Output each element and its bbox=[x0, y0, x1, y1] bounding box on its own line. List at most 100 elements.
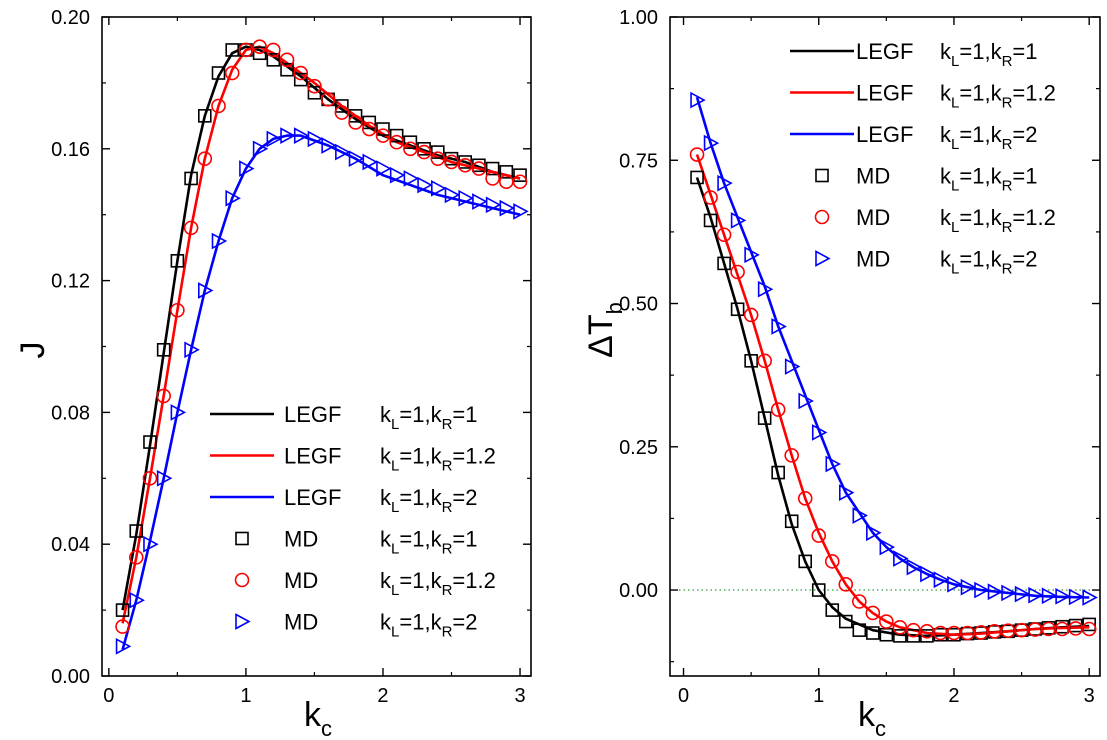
data-point-s5-2 bbox=[717, 174, 733, 192]
x-tick-label: 0 bbox=[678, 685, 689, 707]
data-point-s4-6 bbox=[197, 151, 213, 166]
data-point-s3-9 bbox=[811, 583, 826, 597]
y-tick-label: 0.25 bbox=[619, 437, 658, 459]
data-point-s5-8 bbox=[798, 392, 814, 410]
data-point-s5-7 bbox=[211, 232, 228, 250]
legend-params-label: kL=1,kR=1.2 bbox=[940, 205, 1056, 236]
data-point-s5-29 bbox=[1082, 589, 1098, 606]
data-point-s3-12 bbox=[280, 62, 294, 77]
data-point-s3-12 bbox=[852, 623, 867, 637]
data-point-s3-11 bbox=[838, 614, 853, 629]
legend-method-label: MD bbox=[284, 568, 318, 593]
data-point-s5-29 bbox=[513, 203, 529, 220]
legend-params-label: kL=1,kR=1.2 bbox=[380, 444, 496, 475]
legend-params-label: kL=1,kR=1 bbox=[380, 402, 478, 433]
data-point-s5-10 bbox=[825, 455, 841, 473]
legend-params-label: kL=1,kR=1 bbox=[940, 39, 1038, 70]
x-tick-label: 2 bbox=[948, 685, 959, 707]
series-line-1 bbox=[695, 154, 1090, 636]
legend: LEGF kL=1,kR=1 LEGF kL=1,kR=1.2 LEGF kL=1,kR=… bbox=[790, 39, 1056, 278]
data-point-s3-29 bbox=[513, 168, 527, 182]
data-point-s5-5 bbox=[757, 280, 774, 298]
data-point-s5-24 bbox=[444, 186, 461, 204]
y-axis-label: ΔTb bbox=[582, 302, 627, 358]
data-point-s4-7 bbox=[784, 448, 799, 463]
data-point-s5-28 bbox=[499, 199, 516, 217]
data-point-s5-20 bbox=[960, 578, 977, 596]
data-point-s5-6 bbox=[771, 318, 787, 335]
data-point-s5-16 bbox=[906, 558, 923, 576]
data-point-s3-7 bbox=[211, 66, 226, 80]
legend-params-label: kL=1,kR=2 bbox=[380, 610, 478, 641]
legend-method-label: LEGF bbox=[284, 402, 341, 427]
data-point-s4-6 bbox=[770, 402, 786, 417]
y-tick-label: 0.50 bbox=[619, 294, 658, 316]
legend-params-label: kL=1,kR=1.2 bbox=[940, 81, 1056, 112]
data-point-s4-20 bbox=[389, 134, 404, 150]
data-point-s5-4 bbox=[170, 404, 187, 421]
data-point-s3-21 bbox=[403, 135, 418, 150]
data-point-s5-28 bbox=[1068, 588, 1085, 606]
data-point-s3-11 bbox=[266, 53, 281, 67]
legend-params-label: kL=1,kR=2 bbox=[380, 485, 478, 516]
data-point-s5-13 bbox=[866, 524, 882, 542]
data-point-s3-13 bbox=[866, 626, 880, 640]
data-point-s4-17 bbox=[348, 115, 363, 130]
legend-method-label: MD bbox=[284, 610, 318, 635]
x-tick-label: 0 bbox=[103, 685, 114, 707]
legend-marker-symbol bbox=[234, 572, 250, 588]
data-point-s3-0 bbox=[115, 603, 130, 617]
data-point-s4-26 bbox=[471, 161, 487, 176]
y-tick-label: 1.00 bbox=[619, 7, 658, 29]
data-point-s4-3 bbox=[730, 264, 745, 280]
data-point-s3-6 bbox=[771, 465, 785, 480]
data-point-s4-25 bbox=[457, 157, 473, 173]
data-point-s5-27 bbox=[1055, 588, 1071, 605]
data-point-s5-8 bbox=[225, 189, 241, 207]
data-point-s4-0 bbox=[115, 619, 130, 634]
data-point-s3-17 bbox=[920, 629, 934, 643]
y-tick-label: 0.00 bbox=[619, 580, 658, 602]
legend-method-label: LEGF bbox=[856, 39, 913, 64]
data-point-s5-23 bbox=[1001, 584, 1017, 602]
data-point-s5-14 bbox=[307, 130, 324, 148]
y-tick-label: 0.20 bbox=[51, 7, 90, 29]
data-point-s4-29 bbox=[512, 174, 528, 190]
data-point-s5-22 bbox=[417, 176, 433, 194]
x-tick-label: 3 bbox=[1084, 685, 1095, 707]
legend-method-label: LEGF bbox=[856, 81, 913, 106]
data-point-s3-1 bbox=[129, 524, 144, 538]
right-chart-panel: 0 1 2 3 0.00 0.25 0.50 0.75 1.00 kc ΔTb LEGF kL=1,kR… bbox=[582, 7, 1101, 740]
data-point-s5-7 bbox=[784, 358, 801, 375]
data-point-s3-28 bbox=[499, 165, 514, 179]
data-point-s5-18 bbox=[933, 571, 950, 589]
data-point-s4-1 bbox=[128, 550, 144, 565]
data-point-s3-5 bbox=[184, 171, 198, 186]
data-point-s4-2 bbox=[142, 470, 158, 486]
data-point-s5-26 bbox=[472, 193, 488, 210]
data-point-s5-22 bbox=[987, 583, 1004, 601]
data-point-s3-27 bbox=[485, 161, 500, 176]
data-point-s3-18 bbox=[362, 115, 377, 130]
data-point-s5-17 bbox=[348, 150, 365, 168]
data-point-s4-24 bbox=[444, 154, 459, 170]
data-point-s5-16 bbox=[335, 143, 351, 161]
legend-method-label: LEGF bbox=[856, 122, 913, 147]
data-point-s3-13 bbox=[293, 72, 308, 87]
data-point-s4-8 bbox=[797, 491, 813, 506]
data-point-s5-21 bbox=[974, 581, 990, 599]
data-point-s4-19 bbox=[375, 128, 391, 143]
data-point-s5-19 bbox=[376, 160, 392, 177]
data-point-s4-29 bbox=[1081, 621, 1097, 637]
x-tick-label: 3 bbox=[514, 685, 525, 707]
data-point-s3-0 bbox=[690, 170, 704, 185]
data-point-s5-3 bbox=[156, 469, 173, 487]
data-point-s4-13 bbox=[293, 65, 309, 81]
data-point-s4-15 bbox=[320, 92, 336, 107]
data-point-s3-4 bbox=[744, 354, 758, 368]
legend-marker-symbol bbox=[235, 613, 251, 630]
legend-method-label: LEGF bbox=[284, 485, 341, 510]
legend-params-label: kL=1,kR=1 bbox=[940, 164, 1038, 195]
data-point-s3-10 bbox=[825, 603, 840, 617]
data-point-s5-13 bbox=[293, 127, 310, 144]
